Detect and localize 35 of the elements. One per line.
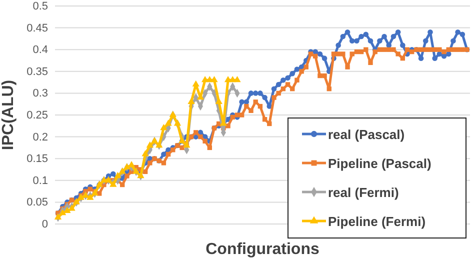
point: [150, 137, 158, 144]
point: [64, 206, 71, 213]
point: [123, 163, 130, 170]
y-tick-label: 0.4: [32, 44, 48, 56]
y-tick-label: 0.05: [26, 196, 48, 209]
y-tick-label: 0: [42, 218, 48, 231]
point: [164, 120, 172, 126]
point: [142, 150, 149, 156]
point: [192, 80, 200, 87]
y-tick-label: 0.25: [26, 110, 48, 122]
y-tick-label: 0.5: [32, 0, 48, 13]
point: [210, 76, 218, 82]
point: [118, 168, 126, 174]
point: [114, 172, 122, 178]
point: [160, 124, 168, 130]
point: [86, 194, 94, 200]
legend-label: Pipeline (Fermi): [328, 214, 426, 229]
point: [110, 180, 117, 187]
y-tick-label: 0.35: [26, 66, 48, 78]
y-axis-title: IPC(ALU): [0, 80, 17, 150]
point: [146, 141, 154, 148]
point: [188, 98, 195, 104]
point: [68, 204, 76, 211]
y-tick-label: 0.45: [26, 22, 48, 34]
point: [174, 120, 182, 126]
x-axis-title: Configurations: [206, 241, 320, 258]
y-tick-label: 0.1: [32, 174, 48, 187]
legend-label: Pipeline (Pascal): [328, 156, 432, 171]
y-tick-label: 0.3: [32, 88, 48, 100]
point: [234, 76, 241, 82]
y-tick-label: 0.15: [26, 153, 48, 166]
legend-label: real (Pascal): [328, 127, 405, 142]
legend-label: real (Fermi): [328, 185, 399, 200]
point: [215, 98, 222, 104]
y-tick-label: 0.2: [32, 131, 48, 144]
